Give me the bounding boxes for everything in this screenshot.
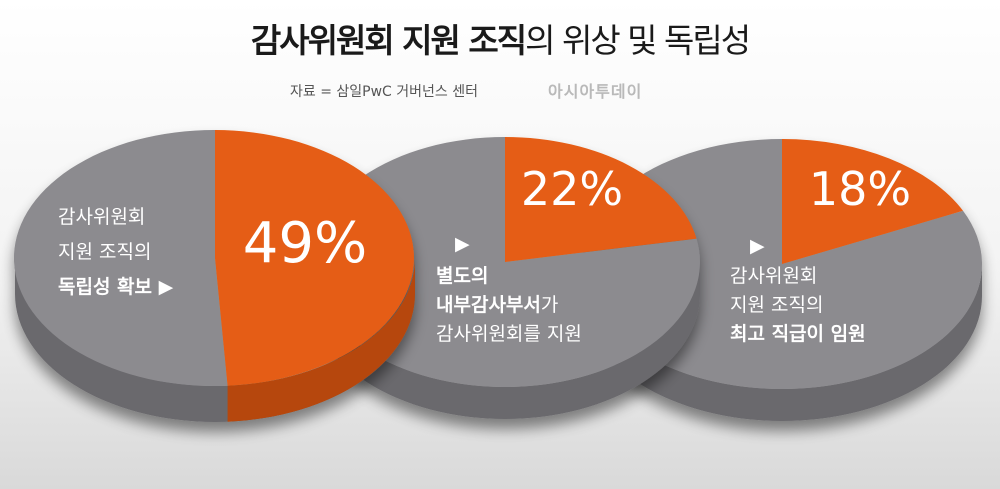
pie-1-highlight-slice (215, 130, 414, 386)
pie-chart-1 (13, 129, 415, 422)
pie-1-side-highlight (227, 258, 415, 422)
brand-watermark: 아시아투데이 (548, 82, 643, 101)
pie-1-label-line-2: 지원 조직의 (58, 241, 151, 263)
title-rest: 의 위상 및 독립성 (525, 21, 751, 60)
pie-3-marker: ▶ (750, 235, 765, 257)
pie-3-side (582, 264, 982, 421)
pie-1-value-label: 49% (243, 211, 367, 276)
pie-3-label-line-1: 감사위원회 (730, 265, 817, 287)
pie-1-label-line-3: 독립성 확보 ▶ (58, 275, 174, 298)
page-title: 감사위원회 지원 조직의 위상 및 독립성 (0, 14, 1000, 62)
pie-3-value-label: 18% (809, 162, 911, 216)
pie-3-highlight-slice (782, 139, 963, 264)
pie-2-label-bold: 내부감사부서 (436, 294, 541, 316)
pie-2-highlight-slice (505, 137, 697, 262)
pie-2-label-line-3: 감사위원회를 지원 (436, 323, 582, 345)
title-bold: 감사위원회 지원 조직 (250, 21, 527, 60)
pie-2-label-line-2: 내부감사부서가 (436, 294, 558, 316)
pie-2-label-line-1: 별도의 (436, 265, 488, 287)
pie-1-base-slice (13, 129, 228, 386)
pie-1-label-line-1: 감사위원회 (58, 206, 145, 228)
pie-3-label-line-2: 지원 조직의 (730, 294, 823, 316)
pie-2-marker: ▶ (455, 233, 470, 255)
pie-3-label-line-3: 최고 직급이 임원 (730, 323, 866, 345)
pie-2-label-suffix: 가 (541, 294, 558, 316)
source-note: 자료 = 삼일PwC 거버넌스 센터 (290, 84, 478, 100)
pie-2-value-label: 22% (521, 162, 623, 216)
pie-2-side (310, 262, 700, 419)
